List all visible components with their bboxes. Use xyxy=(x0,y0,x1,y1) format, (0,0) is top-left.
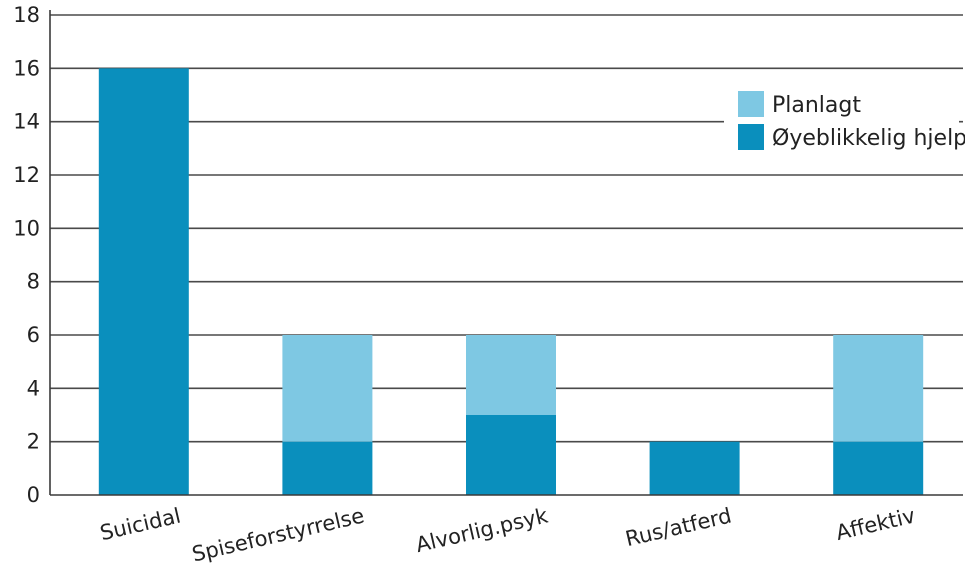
y-tick-label: 14 xyxy=(13,110,40,134)
y-tick-label: 8 xyxy=(27,270,40,294)
x-category-label: Spiseforstyrrelse xyxy=(190,503,367,566)
x-category-labels: Suicidal Spiseforstyrrelse Alvorlig.psyk Ru… xyxy=(98,503,918,566)
axes xyxy=(49,10,963,496)
bar-segment xyxy=(466,335,556,415)
bar-segment xyxy=(282,441,373,495)
bar-segment xyxy=(98,68,189,495)
bar-segment xyxy=(833,335,924,442)
y-tick-label: 6 xyxy=(27,323,40,347)
y-tick-label: 0 xyxy=(27,483,40,507)
y-tick-label: 16 xyxy=(13,56,40,80)
legend-label-oyeblikkelig-hjelp: Øyeblikkelig hjelp xyxy=(772,126,965,151)
bar-segment xyxy=(649,441,740,495)
bars xyxy=(98,68,924,495)
bar-segment xyxy=(282,335,373,442)
y-tick-label: 12 xyxy=(13,163,40,187)
x-category-label: Suicidal xyxy=(98,503,183,545)
y-tick-label: 4 xyxy=(27,376,40,400)
bar-segment xyxy=(466,415,556,495)
legend-label-planlagt: Planlagt xyxy=(772,93,861,118)
y-tick-label: 10 xyxy=(13,216,40,240)
legend-swatch-planlagt xyxy=(738,91,764,117)
bar-segment xyxy=(833,441,924,495)
grid-lines xyxy=(50,14,963,443)
y-tick-labels: 0 2 4 6 8 10 12 14 16 18 xyxy=(13,3,40,507)
legend: Planlagt Øyeblikkelig hjelp xyxy=(724,80,965,160)
x-category-label: Alvorlig.psyk xyxy=(414,503,551,557)
x-category-label: Rus/atferd xyxy=(623,503,734,551)
legend-swatch-oyeblikkelig-hjelp xyxy=(738,124,764,150)
y-tick-label: 18 xyxy=(13,3,40,27)
x-category-label: Affektiv xyxy=(834,503,918,544)
y-tick-label: 2 xyxy=(27,430,40,454)
